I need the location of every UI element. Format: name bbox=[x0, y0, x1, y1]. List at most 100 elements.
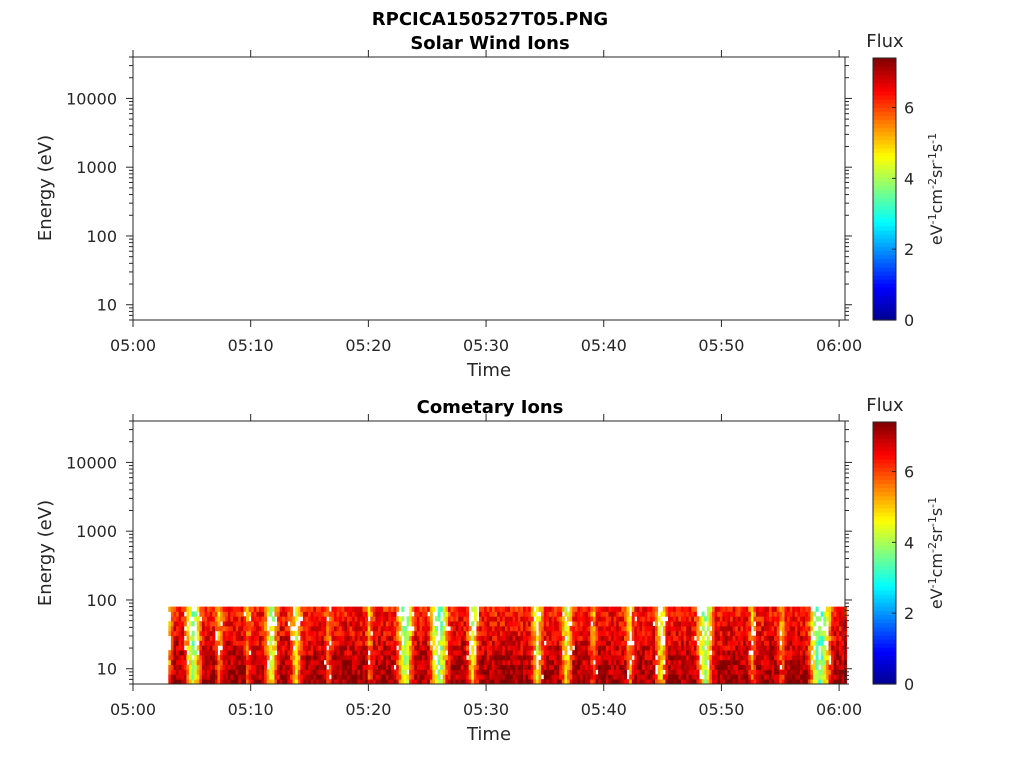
heatmap-cell bbox=[233, 669, 237, 675]
heatmap-cell bbox=[225, 616, 229, 622]
heatmap-cell bbox=[732, 669, 736, 675]
heatmap-cell bbox=[227, 640, 231, 646]
heatmap-cell bbox=[176, 640, 180, 646]
colorbar-segment bbox=[873, 303, 896, 309]
heatmap-cell bbox=[318, 659, 322, 666]
heatmap-cell bbox=[277, 659, 281, 666]
heatmap-cell bbox=[502, 611, 506, 617]
heatmap-cell bbox=[346, 635, 350, 641]
heatmap-cell bbox=[396, 640, 400, 646]
heatmap-cell bbox=[233, 630, 237, 637]
heatmap-cell bbox=[217, 616, 221, 622]
heatmap-cell bbox=[675, 659, 679, 666]
heatmap-cell bbox=[776, 611, 780, 617]
heatmap-cell bbox=[398, 640, 402, 646]
heatmap-cell bbox=[313, 625, 317, 632]
heatmap-cell bbox=[282, 645, 286, 651]
heatmap-cell bbox=[199, 640, 203, 646]
heatmap-cell bbox=[559, 606, 563, 612]
colorbar-segment bbox=[873, 70, 896, 75]
heatmap-cell bbox=[297, 606, 301, 612]
heatmap-cell bbox=[243, 621, 247, 627]
colorbar-segment bbox=[873, 573, 896, 579]
heatmap-cell bbox=[818, 669, 822, 675]
heatmap-cell bbox=[352, 630, 356, 637]
colorbar-segment bbox=[873, 229, 896, 235]
heatmap-cell bbox=[548, 630, 552, 637]
heatmap-cell bbox=[209, 621, 213, 627]
heatmap-cell bbox=[831, 611, 835, 617]
heatmap-cell bbox=[295, 606, 299, 612]
heatmap-cell bbox=[378, 616, 382, 622]
colorbar-segment bbox=[873, 131, 896, 137]
heatmap-cell bbox=[331, 650, 335, 656]
heatmap-cell bbox=[212, 630, 216, 637]
heatmap-cell bbox=[683, 650, 687, 656]
heatmap-cell bbox=[530, 674, 534, 680]
heatmap-cell bbox=[844, 674, 848, 680]
heatmap-cell bbox=[574, 635, 578, 641]
heatmap-cell bbox=[370, 606, 374, 612]
x-tick-label: 05:00 bbox=[110, 700, 156, 719]
heatmap-cell bbox=[551, 640, 555, 646]
heatmap-cell bbox=[292, 630, 296, 637]
heatmap-cell bbox=[346, 625, 350, 632]
heatmap-cell bbox=[719, 640, 723, 646]
heatmap-cell bbox=[691, 654, 695, 661]
heatmap-cell bbox=[712, 635, 715, 641]
heatmap-cell bbox=[372, 669, 376, 675]
heatmap-cell bbox=[673, 659, 677, 666]
heatmap-cell bbox=[414, 640, 418, 646]
heatmap-cell bbox=[590, 659, 594, 666]
heatmap-cell bbox=[199, 630, 203, 637]
heatmap-cell bbox=[264, 654, 268, 661]
heatmap-cell bbox=[264, 650, 268, 656]
heatmap-cell bbox=[251, 640, 255, 646]
heatmap-cell bbox=[636, 674, 640, 680]
heatmap-cell bbox=[458, 664, 462, 670]
heatmap-cell bbox=[603, 606, 607, 612]
heatmap-cell bbox=[611, 616, 615, 622]
heatmap-cell bbox=[691, 640, 695, 646]
heatmap-cell bbox=[271, 606, 275, 612]
heatmap-cell bbox=[434, 625, 438, 632]
heatmap-cell bbox=[548, 625, 552, 632]
heatmap-cell bbox=[424, 654, 428, 661]
heatmap-cell bbox=[771, 625, 775, 632]
heatmap-cell bbox=[585, 611, 589, 617]
heatmap-cell bbox=[740, 616, 744, 622]
heatmap-cell bbox=[758, 640, 762, 646]
heatmap-cell bbox=[787, 664, 791, 670]
heatmap-cell bbox=[258, 611, 262, 617]
heatmap-cell bbox=[302, 640, 306, 646]
heatmap-cell bbox=[634, 645, 638, 651]
heatmap-cell bbox=[367, 640, 371, 646]
heatmap-cell bbox=[548, 650, 552, 656]
heatmap-cell bbox=[248, 606, 252, 612]
heatmap-cell bbox=[233, 659, 237, 666]
heatmap-cell bbox=[709, 664, 713, 670]
heatmap-cell bbox=[592, 645, 596, 651]
heatmap-cell bbox=[385, 679, 389, 685]
heatmap-cell bbox=[238, 674, 242, 680]
heatmap-cell bbox=[774, 674, 778, 680]
heatmap-cell bbox=[230, 625, 234, 632]
heatmap-cell bbox=[787, 674, 791, 680]
heatmap-cell bbox=[411, 635, 415, 641]
heatmap-cell bbox=[709, 616, 713, 622]
heatmap-cell bbox=[282, 664, 286, 670]
heatmap-cell bbox=[507, 664, 511, 670]
heatmap-cell bbox=[675, 611, 679, 617]
heatmap-cell bbox=[181, 674, 185, 680]
heatmap-cell bbox=[807, 616, 811, 622]
heatmap-cell bbox=[655, 625, 659, 632]
heatmap-cell bbox=[365, 611, 369, 617]
heatmap-cell bbox=[510, 650, 514, 656]
heatmap-cell bbox=[201, 640, 205, 646]
heatmap-cell bbox=[313, 630, 317, 637]
heatmap-cell bbox=[554, 621, 558, 627]
heatmap-cell bbox=[450, 664, 454, 670]
heatmap-cell bbox=[372, 630, 376, 637]
heatmap-cell bbox=[590, 654, 594, 661]
heatmap-cell bbox=[831, 679, 835, 685]
